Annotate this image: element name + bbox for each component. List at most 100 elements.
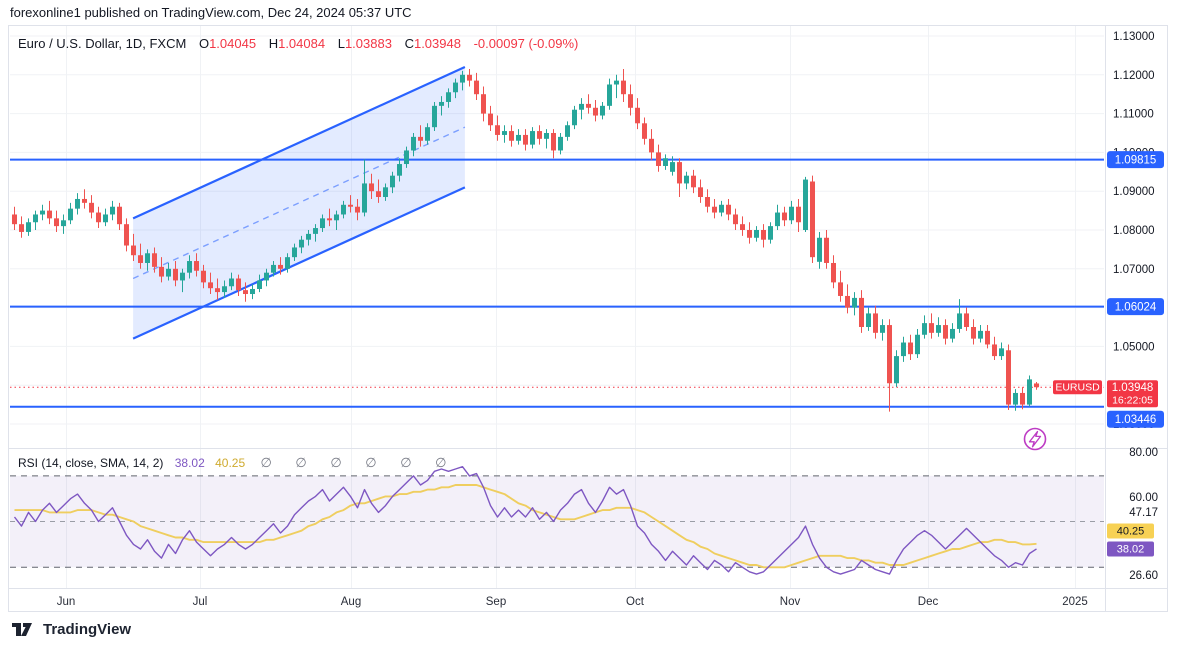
candle-body	[474, 80, 479, 95]
candle	[306, 230, 311, 246]
candle	[824, 230, 829, 269]
candle	[1006, 344, 1011, 411]
candle-body	[201, 270, 206, 283]
candles[interactable]	[12, 68, 1039, 412]
candle	[467, 68, 472, 87]
candle-body	[54, 218, 59, 227]
candle	[943, 319, 948, 345]
candle	[978, 325, 983, 343]
candle	[530, 127, 535, 149]
candle-body	[159, 266, 164, 277]
rsi-sma-value: 40.25	[215, 456, 246, 470]
candle	[12, 206, 17, 230]
candle-body	[390, 175, 395, 188]
candle-body	[852, 297, 857, 308]
candle-body	[1020, 392, 1025, 405]
candle	[320, 214, 325, 232]
candle-body	[495, 125, 500, 135]
candle	[656, 144, 661, 172]
candle	[1034, 381, 1039, 390]
candle-body	[362, 183, 367, 213]
candle	[740, 216, 745, 236]
candle-body	[859, 297, 864, 327]
time-axis[interactable]: Jun Jul Aug Sep Oct Nov Dec 2025	[57, 596, 1088, 608]
candle-body	[376, 191, 381, 198]
rsi-axis[interactable]: 80.00 60.00 47.17 26.60	[1129, 447, 1158, 582]
candle	[782, 206, 787, 227]
rsi-tick-label: 80.00	[1129, 447, 1158, 459]
candle	[502, 125, 507, 143]
lightning-icon[interactable]	[1023, 427, 1047, 451]
candle-body	[271, 264, 276, 273]
candle	[600, 101, 605, 120]
candle-body	[180, 272, 185, 281]
candle-body	[992, 344, 997, 357]
candle	[768, 222, 773, 244]
lightning-button[interactable]	[1023, 427, 1047, 451]
ohlc-high: H1.04084	[268, 36, 326, 51]
rsi-sma-line	[14, 484, 1037, 569]
candle-body	[467, 74, 472, 81]
candle-body	[544, 133, 549, 139]
candle-body	[460, 74, 465, 83]
candle	[698, 179, 703, 203]
price-tick-label: 1.11000	[1113, 109, 1154, 121]
lightning-bolt-icon[interactable]	[1028, 430, 1042, 448]
candle-body	[383, 187, 388, 198]
candle	[859, 290, 864, 333]
price-tick-label: 1.09000	[1113, 186, 1155, 198]
candle	[439, 96, 444, 116]
candle	[971, 319, 976, 345]
candle-body	[348, 204, 353, 207]
candle	[922, 315, 927, 339]
candle-body	[901, 342, 906, 357]
candle-body	[341, 204, 346, 215]
candle-body	[166, 268, 171, 277]
candle	[68, 202, 73, 225]
candle	[992, 336, 997, 360]
candle	[586, 94, 591, 114]
candle	[817, 231, 822, 269]
candle-body	[257, 280, 262, 289]
candle	[425, 123, 430, 145]
channel-fill	[133, 67, 465, 339]
price-axis[interactable]: 1.130001.120001.110001.100001.090001.080…	[1113, 31, 1155, 431]
rsi-band	[10, 475, 1104, 568]
candle	[607, 78, 612, 110]
symbol-price-label-text: EURUSD	[1055, 382, 1100, 394]
candle	[243, 282, 248, 302]
candle	[418, 125, 423, 147]
candle-body	[418, 136, 423, 141]
candle	[180, 268, 185, 293]
candle-body	[726, 204, 731, 215]
candle	[481, 86, 486, 122]
candle-body	[782, 212, 787, 221]
candle-body	[327, 218, 332, 221]
candle	[334, 210, 339, 230]
candle	[250, 284, 255, 300]
candle-body	[838, 282, 843, 296]
candle-body	[1034, 383, 1039, 388]
candle	[670, 156, 675, 176]
candle-body	[369, 183, 374, 192]
candle	[33, 210, 38, 230]
candle	[194, 253, 199, 277]
candle-body	[796, 206, 801, 223]
candle	[75, 193, 80, 215]
candle	[257, 274, 262, 293]
candle-body	[698, 187, 703, 198]
candle-body	[110, 206, 115, 215]
candle-body	[789, 206, 794, 221]
candle	[299, 235, 304, 254]
candle	[929, 313, 934, 339]
candle-body	[810, 181, 815, 258]
price-tick-label: 1.07000	[1113, 264, 1155, 276]
candle-body	[439, 101, 444, 106]
candle	[229, 272, 234, 291]
candle	[642, 117, 647, 145]
channel-upper-line	[132, 66, 466, 220]
candle-body	[733, 214, 738, 225]
candle-body	[831, 262, 836, 283]
candle-body	[978, 330, 983, 339]
